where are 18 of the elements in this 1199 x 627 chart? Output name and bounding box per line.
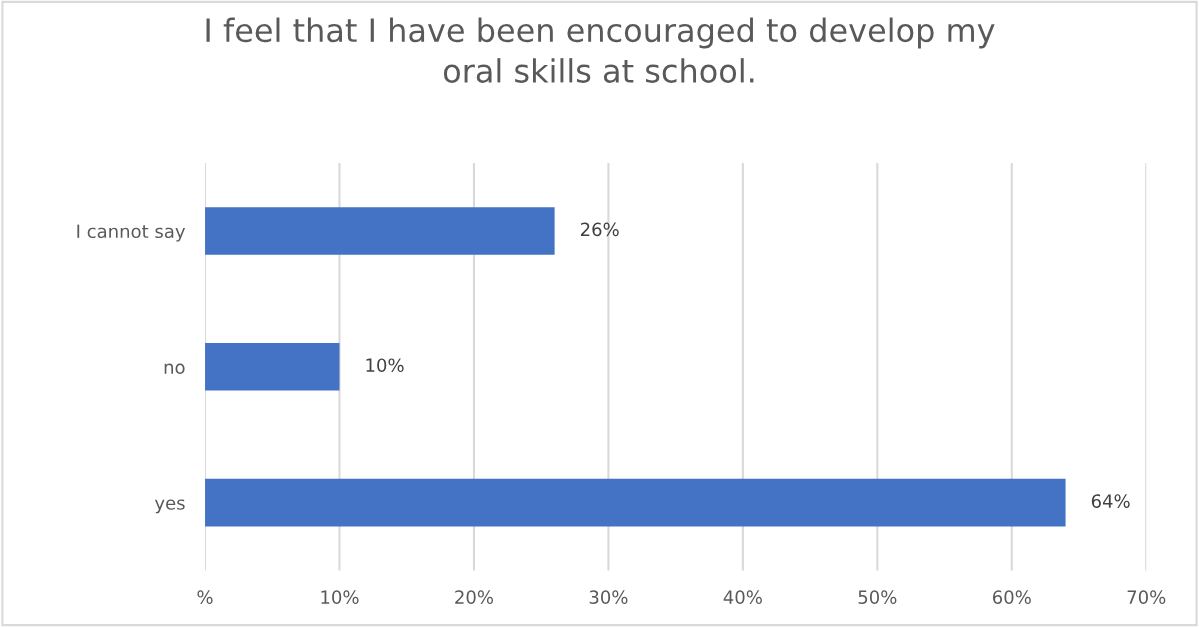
chart-title: I feel that I have been encouraged to develop my oral skills at school. — [206, 17, 995, 83]
x-tick-label: 40% — [723, 590, 762, 604]
x-tick-label: 20% — [455, 590, 494, 604]
data-label: 64% — [1091, 494, 1130, 508]
bar — [205, 478, 1066, 527]
x-tick-label: 70% — [1127, 590, 1166, 604]
y-tick-label: no — [164, 363, 185, 374]
x-tick-label: 50% — [858, 590, 897, 604]
x-tick-label: 10% — [321, 590, 359, 604]
data-label: 26% — [580, 222, 619, 237]
x-tick-label: 30% — [589, 590, 628, 604]
bar — [205, 207, 555, 255]
bar — [205, 343, 340, 391]
y-tick-label: I cannot say — [77, 224, 186, 242]
x-tick-label: % — [197, 590, 213, 604]
y-tick-label: yes — [154, 499, 185, 514]
data-label: 10% — [366, 358, 404, 373]
x-tick-label: 60% — [992, 590, 1031, 604]
